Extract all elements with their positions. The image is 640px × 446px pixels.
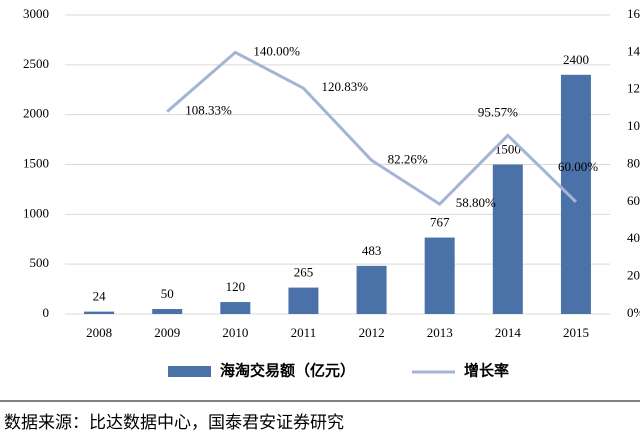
y-tick-label: 3000	[23, 6, 49, 21]
y2-tick-label: 20%	[627, 268, 640, 283]
bar	[492, 164, 523, 314]
line-value-label: 140.00%	[253, 43, 300, 58]
legend-label: 增长率	[464, 361, 509, 379]
legend-swatch	[168, 366, 211, 377]
y2-tick-label: 60%	[627, 193, 640, 208]
source-note: 数据来源：比达数据中心，国泰君安证券研究	[4, 413, 344, 432]
y-tick-label: 1500	[23, 155, 49, 170]
y2-tick-label: 160%	[627, 6, 640, 21]
bar-value-label: 50	[161, 286, 174, 301]
y2-tick-label: 40%	[627, 230, 640, 245]
line-value-label: 108.33%	[185, 103, 232, 118]
y-tick-label: 2000	[23, 106, 49, 121]
bar	[220, 302, 251, 314]
y-tick-label: 0	[43, 305, 50, 320]
bar-value-label: 265	[294, 265, 314, 280]
line-value-label: 60.00%	[558, 159, 598, 174]
y2-tick-label: 0%	[627, 305, 640, 320]
line-value-label: 95.57%	[478, 104, 518, 119]
y2-tick-label: 120%	[627, 81, 640, 96]
bar-value-label: 2400	[563, 52, 589, 67]
bar-value-label: 767	[430, 215, 450, 230]
bar	[560, 74, 591, 314]
y-tick-label: 2500	[23, 56, 49, 71]
bar-value-label: 483	[362, 243, 382, 258]
bar-value-label: 120	[226, 279, 246, 294]
y2-tick-label: 100%	[627, 118, 640, 133]
line-value-label: 120.83%	[321, 79, 368, 94]
x-tick-label: 2010	[222, 325, 248, 340]
bar	[84, 311, 115, 314]
line-value-label: 82.26%	[388, 151, 428, 166]
x-tick-label: 2012	[359, 325, 385, 340]
legend-label: 海淘交易额（亿元）	[220, 361, 355, 379]
x-tick-label: 2011	[291, 325, 317, 340]
x-tick-label: 2014	[495, 325, 522, 340]
bar	[152, 309, 183, 314]
growth-line	[166, 50, 577, 207]
line-value-label: 58.80%	[456, 195, 496, 210]
y-tick-label: 1000	[23, 205, 49, 220]
bar-value-label: 24	[93, 289, 107, 304]
bar	[288, 287, 319, 314]
x-tick-label: 2015	[563, 325, 589, 340]
x-tick-label: 2008	[86, 325, 112, 340]
y2-tick-label: 140%	[627, 43, 640, 58]
x-tick-label: 2013	[427, 325, 453, 340]
y-tick-label: 500	[30, 255, 50, 270]
bar-value-label: 1500	[495, 141, 521, 156]
x-tick-label: 2009	[154, 325, 180, 340]
y2-tick-label: 80%	[627, 155, 640, 170]
bar	[356, 265, 387, 314]
bar	[424, 237, 455, 314]
